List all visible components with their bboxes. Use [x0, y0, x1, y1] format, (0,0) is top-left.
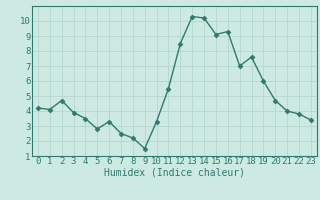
X-axis label: Humidex (Indice chaleur): Humidex (Indice chaleur)	[104, 168, 245, 178]
